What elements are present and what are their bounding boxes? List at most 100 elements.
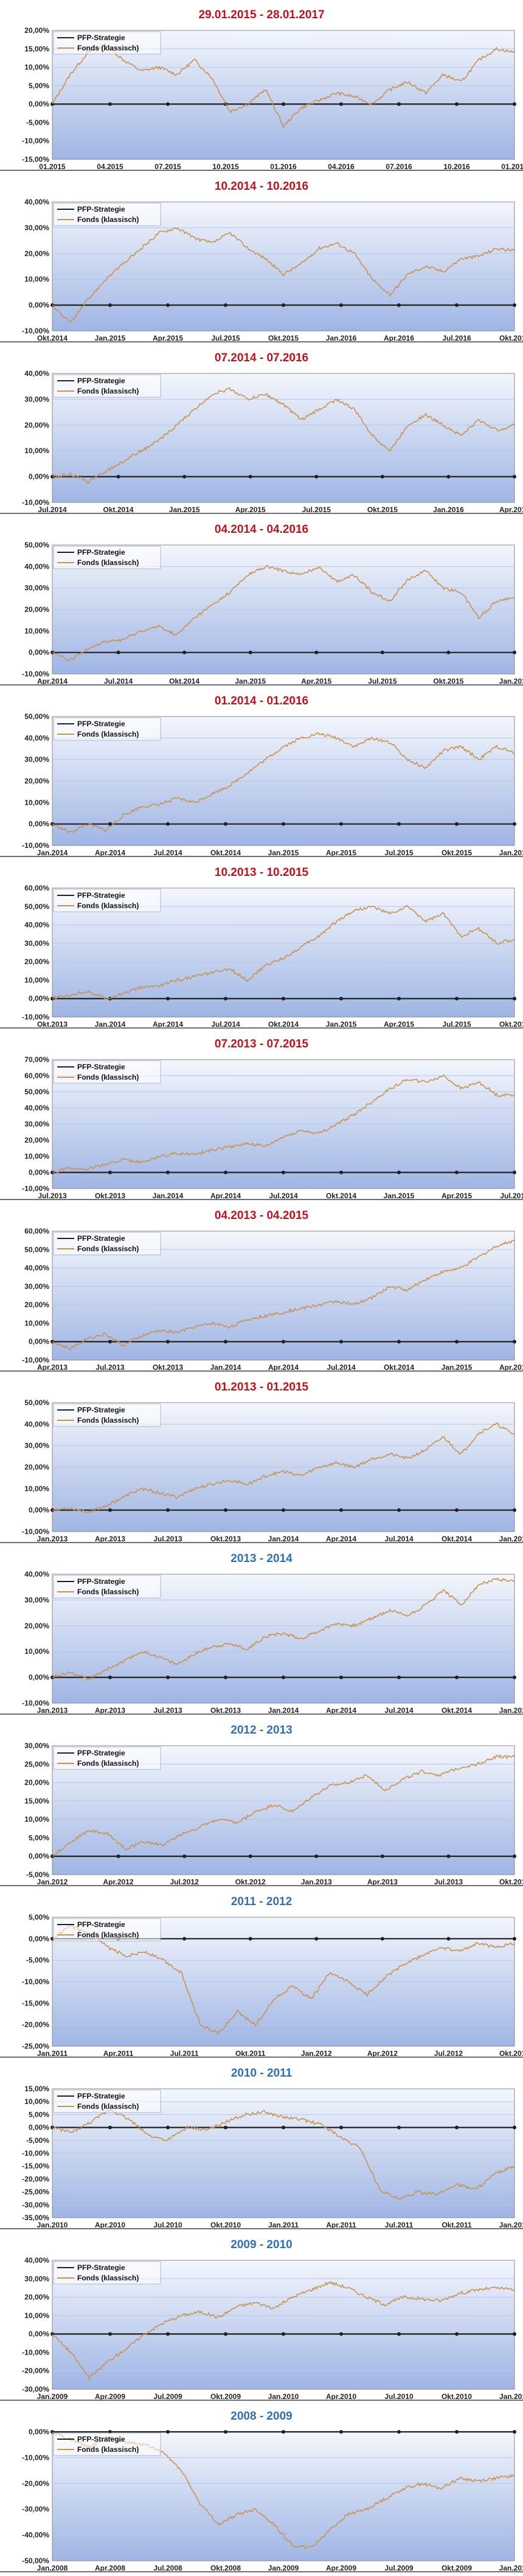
strategy-point xyxy=(397,2332,401,2336)
strategy-point xyxy=(397,1508,401,1512)
series-line-fund xyxy=(52,904,515,1001)
legend-box xyxy=(53,1232,161,1255)
x-tick-label: Okt.2013 xyxy=(210,1535,241,1543)
chart-panel: 04.2014 - 04.2016 -10,00% 0,00% 10,00% 20,00… xyxy=(0,515,523,686)
x-tick-label: Jan.2013 xyxy=(37,1535,68,1543)
x-tick-label: Jan.2014 xyxy=(268,1706,299,1715)
strategy-point xyxy=(339,996,343,1001)
x-tick-label: Okt.2014 xyxy=(210,849,241,857)
strategy-point xyxy=(50,102,54,106)
x-tick-label: Okt.2012 xyxy=(499,2049,523,2058)
strategy-point xyxy=(380,650,384,654)
panel-separator xyxy=(0,170,523,171)
y-tick-label: 40,00% xyxy=(24,1570,49,1578)
chart-panel: 10.2013 - 10.2015 -10,00% 0,00% 10,00% 20,00… xyxy=(0,858,523,1029)
legend-label-fund: Fonds (klassisch) xyxy=(77,1759,139,1768)
y-tick-label: -10,00% xyxy=(22,2348,49,2356)
strategy-point xyxy=(513,474,516,479)
x-tick-label: Okt.2016 xyxy=(499,334,523,342)
x-tick-label: Jul.2015 xyxy=(302,505,331,514)
chart-svg: 01.2014 - 01.2016 -10,00% 0,00% 10,00% 20,00… xyxy=(22,695,523,857)
x-tick-label: Jan.2011 xyxy=(499,2392,523,2401)
strategy-point xyxy=(339,2332,343,2336)
x-tick-label: Okt.2014 xyxy=(442,1706,472,1715)
x-tick-label: Apr.2014 xyxy=(268,1363,299,1372)
x-tick-label: Apr.2015 xyxy=(301,677,331,686)
strategy-point xyxy=(224,303,227,307)
x-tick-label: Apr.2015 xyxy=(499,1363,523,1372)
y-tick-label: 20,00% xyxy=(24,249,49,258)
y-tick-label: 0,00% xyxy=(29,1673,49,1682)
strategy-point xyxy=(397,1170,401,1175)
y-tick-label: 10,00% xyxy=(24,798,49,807)
x-tick-label: Apr.2008 xyxy=(95,2564,125,2572)
y-tick-label: 0,00% xyxy=(29,2123,49,2132)
series-line-fund xyxy=(52,1577,515,1681)
x-tick-label: Jul.2013 xyxy=(434,1878,463,1886)
legend-box xyxy=(53,374,161,398)
y-tick-label: 20,00% xyxy=(24,777,49,785)
x-tick-label: Jul.2011 xyxy=(170,2049,199,2058)
chart-title: 01.2013 - 01.2015 xyxy=(215,1381,309,1394)
strategy-point xyxy=(282,996,285,1001)
x-tick-label: Jan.2014 xyxy=(153,1192,184,1200)
chart-svg: 2012 - 2013 -5,00% 0,00% 5,00% 10,00% 15,00% 2… xyxy=(24,1724,523,1886)
strategy-point xyxy=(182,650,187,654)
x-tick-label: Jan.2015 xyxy=(499,1706,523,1715)
chart-svg: 04.2014 - 04.2016 -10,00% 0,00% 10,00% 20,00… xyxy=(22,523,523,686)
chart-panel: 04.2013 - 04.2015 -10,00% 0,00% 10,00% 20,00… xyxy=(0,1201,523,1372)
y-tick-label: 5,00% xyxy=(29,1913,49,1922)
strategy-point xyxy=(166,1508,170,1512)
x-tick-label: Okt.2015 xyxy=(433,677,463,686)
y-tick-label: 40,00% xyxy=(24,734,49,742)
chart-title: 29.01.2015 - 28.01.2017 xyxy=(198,9,324,21)
y-tick-label: 20,00% xyxy=(24,2293,49,2302)
y-tick-label: 0,00% xyxy=(29,648,49,657)
strategy-point xyxy=(166,303,170,307)
panel-separator xyxy=(0,1370,523,1372)
x-tick-label: Apr.2013 xyxy=(95,1535,125,1543)
y-tick-label: 20,00% xyxy=(24,26,49,35)
panel-separator xyxy=(0,684,523,686)
y-tick-label: 5,00% xyxy=(29,82,49,90)
y-tick-label: -10,00% xyxy=(22,1184,49,1193)
x-tick-label: Jul.2015 xyxy=(442,1020,471,1029)
strategy-point xyxy=(446,1937,451,1941)
x-tick-label: Okt.2011 xyxy=(235,2049,266,2058)
strategy-point xyxy=(108,1339,112,1344)
strategy-point xyxy=(282,1508,285,1512)
chart-panel: 2010 - 2011 -35,00% -30,00% -25,00% -20,00% -… xyxy=(0,2058,523,2230)
y-tick-label: -35,00% xyxy=(22,2213,49,2222)
legend-label-strategy: PFP-Strategie xyxy=(77,720,125,728)
strategy-point xyxy=(108,822,112,826)
chart-title: 2012 - 2013 xyxy=(230,1724,292,1737)
strategy-point xyxy=(224,1339,227,1344)
y-tick-label: 10,00% xyxy=(24,63,49,72)
legend-label-fund: Fonds (klassisch) xyxy=(77,730,139,738)
x-tick-label: 10.2015 xyxy=(212,162,239,171)
strategy-point xyxy=(455,2430,459,2434)
legend-label-fund: Fonds (klassisch) xyxy=(77,901,139,910)
strategy-point xyxy=(182,1937,187,1941)
legend-label-strategy: PFP-Strategie xyxy=(77,1063,125,1071)
panel-separator xyxy=(0,1713,523,1715)
series-line-fund xyxy=(52,387,515,484)
x-tick-label: Okt.2015 xyxy=(442,849,472,857)
strategy-point xyxy=(282,1170,285,1175)
legend-label-strategy: PFP-Strategie xyxy=(77,377,125,385)
x-tick-label: Okt.2009 xyxy=(210,2392,241,2401)
chart-svg: 07.2014 - 07.2016 -10,00% 0,00% 10,00% 20,00… xyxy=(22,352,523,514)
panel-separator xyxy=(0,2400,523,2401)
x-tick-label: Apr.2013 xyxy=(367,1878,398,1886)
x-tick-label: 01.2016 xyxy=(270,162,297,171)
x-tick-label: Jan.2013 xyxy=(37,1706,68,1715)
y-tick-label: 10,00% xyxy=(24,976,49,984)
y-tick-label: 10,00% xyxy=(24,2311,49,2320)
y-tick-label: -30,00% xyxy=(22,2385,49,2394)
x-tick-label: Jan.2012 xyxy=(499,2221,523,2229)
y-tick-label: 0,00% xyxy=(29,1506,49,1515)
y-tick-label: -10,00% xyxy=(22,2453,49,2462)
